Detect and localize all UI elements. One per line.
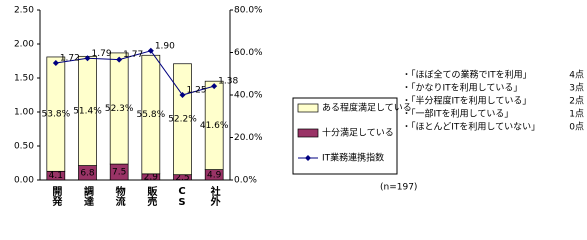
bar-segment — [109, 52, 129, 165]
note-text: ・「一部ITを利用している」 — [402, 108, 513, 120]
data-label: 4.9 — [207, 170, 222, 180]
line — [55, 50, 215, 96]
y-tick-label: 2.50 — [14, 6, 34, 16]
legend-swatch — [297, 103, 319, 113]
y-tick-label: 1.50 — [14, 74, 34, 84]
line-label: 1.38 — [218, 77, 238, 87]
note-points: 3点 — [569, 83, 584, 94]
note-points: 2点 — [569, 96, 584, 107]
bar-segment — [204, 80, 224, 170]
legend-label: 十分満足している — [322, 127, 394, 139]
y-tick-label: 0.50 — [14, 142, 34, 152]
bar-segment — [173, 63, 192, 176]
line-label: 1.77 — [123, 50, 143, 60]
y2-tick-label: 20.0% — [234, 133, 263, 143]
line-label: 1.90 — [155, 41, 175, 51]
line-marker — [116, 56, 123, 63]
legend-marker — [305, 155, 311, 161]
y2-tick-label: 0.0% — [234, 176, 257, 186]
data-label: 6.8 — [80, 168, 95, 178]
line-marker — [52, 60, 59, 67]
x-tick-label: CS — [177, 186, 188, 208]
x-tick-label: 調達 — [82, 185, 94, 207]
legend-swatch — [297, 128, 319, 138]
line-label: 1.25 — [187, 86, 207, 96]
data-label: 52.2% — [168, 115, 197, 125]
data-label: 2.9 — [144, 172, 159, 182]
y2-tick-label: 60.0% — [234, 48, 263, 58]
line-marker — [211, 83, 218, 90]
note-text: ・「半分程度ITを利用している」 — [402, 95, 531, 107]
y2-tick-label: 40.0% — [234, 91, 263, 101]
note-points: 0点 — [569, 122, 584, 133]
x-tick-label: 社外 — [208, 185, 221, 207]
data-label: 7.5 — [112, 168, 126, 178]
data-label: 2.5 — [175, 173, 189, 183]
data-label: 52.3% — [105, 104, 134, 114]
line-marker — [179, 92, 186, 98]
line-label: 1.79 — [92, 49, 112, 59]
chart: (n=197) 0.00 0.50 1.00 1.50 2.00 2.50 0.0% 20.0… — [14, 6, 584, 209]
bar-segment — [141, 54, 161, 175]
data-label: 4.1 — [49, 171, 63, 181]
bar-segment — [46, 56, 66, 172]
legend-label: IT業務連携指数 — [322, 152, 384, 164]
note-text: ・「かなりITを利用している」 — [402, 82, 522, 94]
line-label: 1.72 — [60, 54, 80, 64]
x-tick-label: 開発 — [50, 186, 63, 207]
data-label: 55.8% — [137, 110, 166, 120]
y2-tick-label: 80.0% — [234, 6, 263, 16]
note-text: ・「ほぼ全ての業務でITを利用」 — [402, 69, 532, 81]
note-points: 1点 — [569, 109, 584, 120]
annotation: (n=197) — [380, 183, 417, 193]
line-marker — [84, 55, 91, 62]
line-marker — [147, 47, 154, 54]
y-tick-label: 0.00 — [14, 176, 34, 186]
data-label: 41.6% — [200, 121, 229, 131]
y-tick-label: 1.00 — [14, 108, 34, 118]
data-label: 53.8% — [42, 110, 71, 120]
note-text: ・「ほとんどITを利用していない」 — [402, 121, 540, 133]
x-tick-label: 物流 — [113, 185, 125, 207]
y-tick-label: 2.00 — [14, 40, 34, 50]
note-points: 4点 — [569, 70, 584, 81]
legend-label: ある程度満足している — [322, 102, 412, 114]
x-tick-label: 販売 — [145, 185, 157, 207]
data-label: 51.4% — [73, 106, 102, 116]
